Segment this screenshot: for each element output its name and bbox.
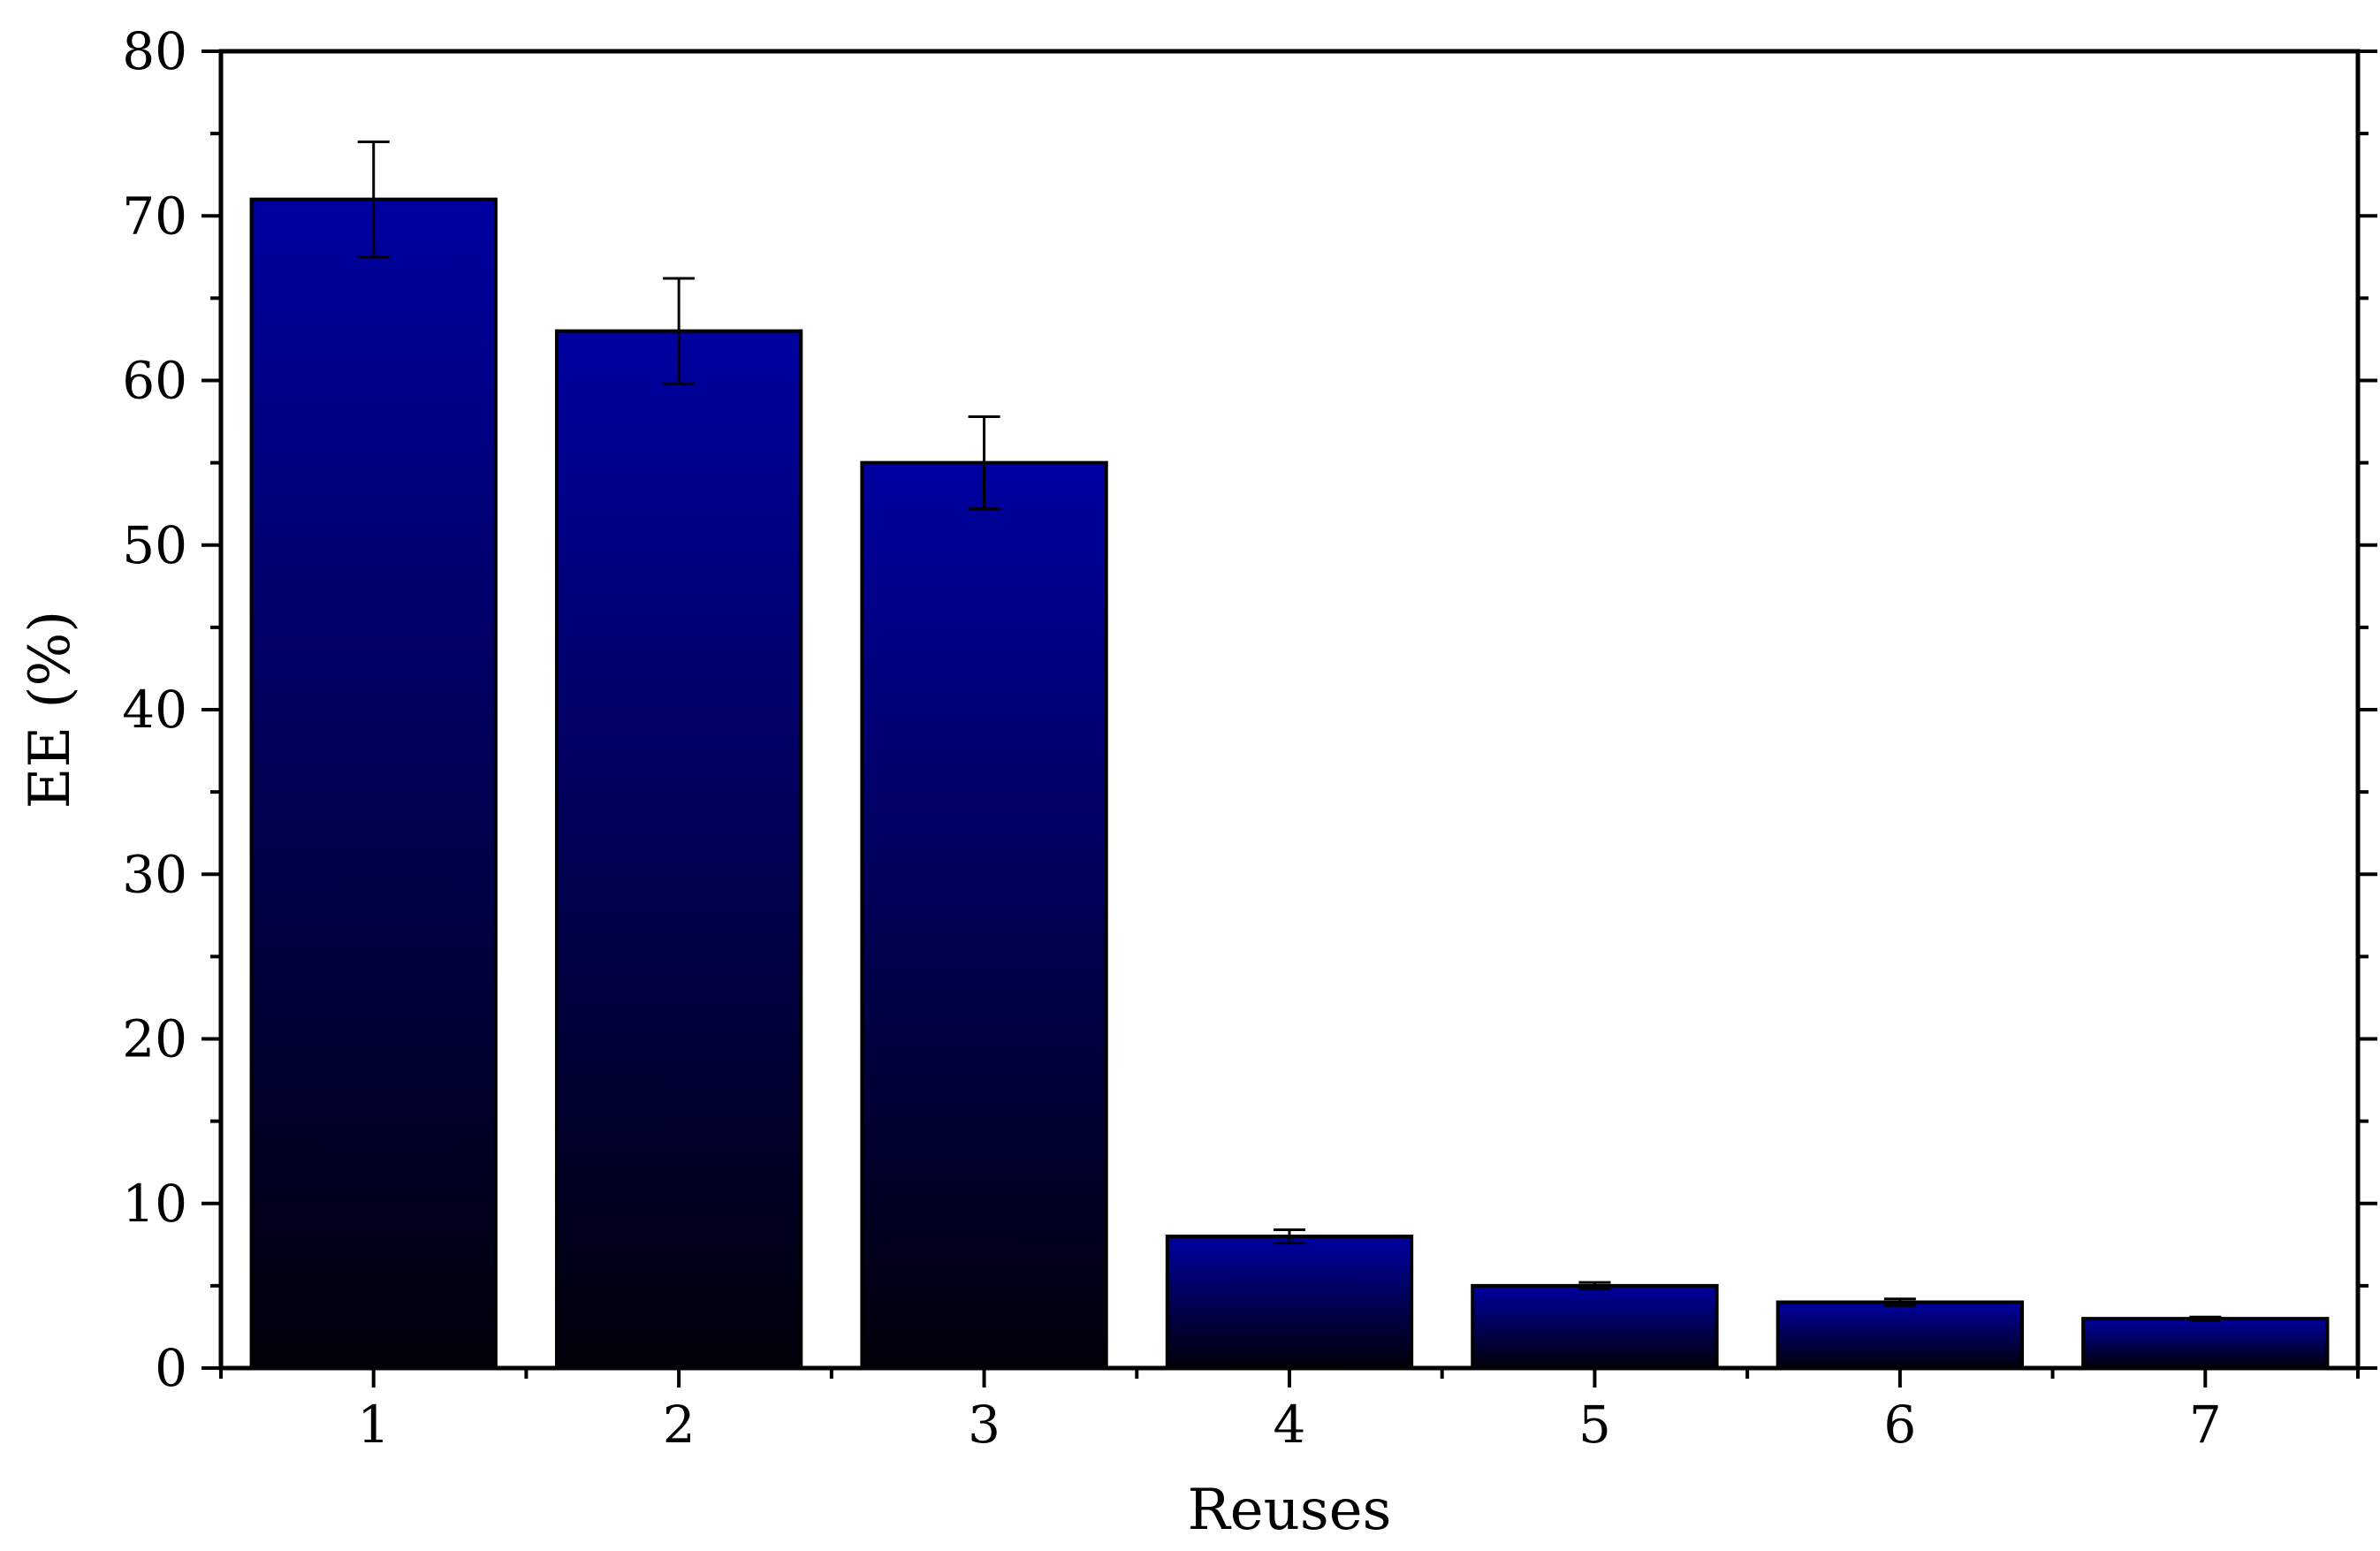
- bar-4: [1165, 1235, 1414, 1370]
- bar-2: [554, 329, 803, 1370]
- error-bar-3: [968, 414, 1000, 511]
- plot-frame: [218, 49, 2361, 1371]
- error-bar-2: [663, 277, 696, 385]
- bar-3: [860, 460, 1108, 1370]
- y-tick-label: 20: [122, 1009, 187, 1069]
- x-tick-label: 5: [1578, 1395, 1611, 1455]
- x-tick-label: 1: [357, 1395, 390, 1455]
- x-axis: 1 2 3 4 5 6 7: [219, 1368, 2360, 1455]
- error-bar-1: [357, 140, 390, 259]
- bar-7: [2081, 1317, 2330, 1370]
- x-tick-label: 2: [663, 1395, 696, 1455]
- x-tick-label: 4: [1274, 1395, 1306, 1455]
- bar-5: [1471, 1283, 1719, 1370]
- bar-1: [249, 197, 498, 1370]
- error-bars-layer: [357, 140, 2222, 1322]
- error-bar-5: [1578, 1281, 1611, 1291]
- bars-layer: [249, 197, 2330, 1370]
- x-tick-label: 3: [968, 1395, 1000, 1455]
- y-tick-label: 70: [122, 186, 187, 246]
- x-tick-label: 7: [2189, 1395, 2222, 1455]
- y-tick-label: 40: [122, 680, 187, 740]
- error-bar-4: [1274, 1228, 1305, 1244]
- x-tick-label: 6: [1883, 1395, 1916, 1455]
- y-tick-label: 10: [122, 1174, 187, 1234]
- y-tick-label: 30: [122, 844, 187, 904]
- error-bar-7: [2189, 1315, 2222, 1322]
- y-tick-label: 80: [122, 21, 187, 81]
- error-bar-6: [1883, 1297, 1916, 1307]
- y-tick-label: 0: [155, 1338, 187, 1398]
- y-axis-title: EE (%): [18, 611, 83, 810]
- y-tick-label: 50: [122, 515, 187, 575]
- y-axis: 0 10 20 30 40 50 60 70 80: [122, 21, 2377, 1398]
- bar-6: [1775, 1300, 2025, 1370]
- y-tick-label: 60: [122, 351, 187, 411]
- x-axis-title: Reuses: [1188, 1478, 1392, 1543]
